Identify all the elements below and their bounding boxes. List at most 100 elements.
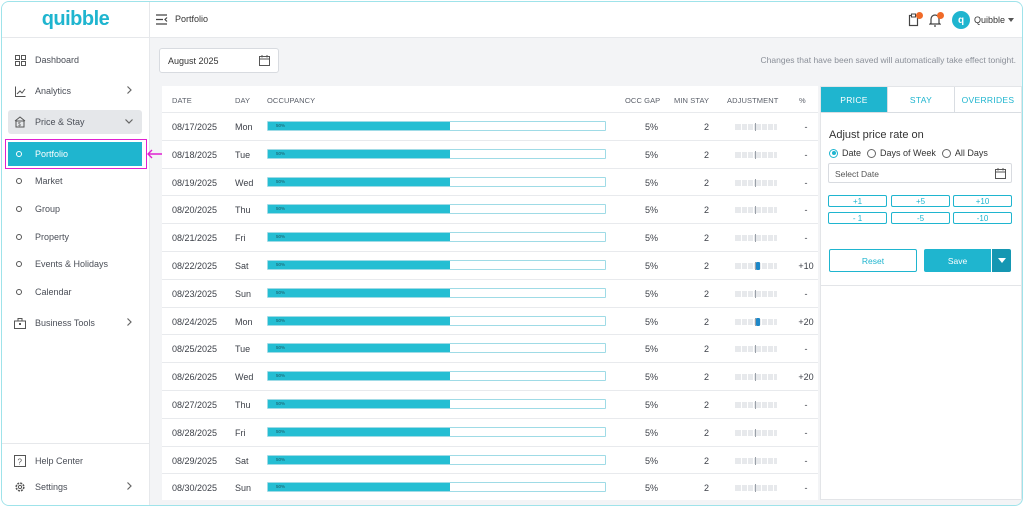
collapse-menu-icon[interactable] [156,14,168,25]
adjustment-slider[interactable] [735,317,777,326]
occupancy-bar-fill [268,233,450,242]
calendar-icon [995,168,1006,179]
occ-gap-cell: 5% [645,427,659,438]
sidebar-item-dashboard[interactable]: Dashboard [8,48,142,72]
date-cell: 08/18/2025 [172,149,218,160]
adjustment-slider[interactable] [735,456,777,465]
table-row[interactable]: 08/18/2025 Tue 50% 5% 2 - [162,139,818,168]
adjustment-slider[interactable] [735,428,777,437]
radio-date[interactable]: Date [829,148,861,158]
day-cell: Mon [235,122,253,132]
sidebar-subitem-portfolio[interactable]: Portfolio [8,142,142,166]
sidebar-subitem-group[interactable]: Group [8,197,142,221]
date-cell: 08/28/2025 [172,427,218,438]
radio-days-of-week[interactable]: Days of Week [867,148,936,158]
save-options-button[interactable] [992,249,1011,272]
slider-tick [741,263,742,269]
table-row[interactable]: 08/22/2025 Sat 50% 5% 2 +10 [162,251,818,279]
adjustment-slider[interactable] [735,345,777,354]
radio-all-days[interactable]: All Days [941,148,988,158]
quibble-logo[interactable]: quibble [2,2,149,38]
slider-tick [753,374,754,381]
slider-tick [761,207,762,214]
column-header-percent[interactable]: % [799,96,806,105]
table-row[interactable]: 08/30/2025 Sun 50% 5% 2 - [162,473,818,501]
table-row[interactable]: 08/29/2025 Sat 50% 5% 2 - [162,445,818,474]
month-picker[interactable]: August 2025 [159,48,279,73]
sidebar-subitem-events-holidays[interactable]: Events & Holidays [8,252,142,276]
adjustment-slider[interactable] [735,123,777,131]
sidebar-item-business-tools[interactable]: Business Tools [8,311,142,335]
adjustment-slider[interactable] [735,373,777,382]
table-row[interactable]: 08/25/2025 Tue 50% 5% 2 - [162,334,818,362]
slider-tick [761,263,762,269]
sidebar-subitem-property[interactable]: Property [8,225,142,249]
adjust-minus-5-button[interactable]: -5 [891,212,950,224]
autosave-note: Changes that have been saved will automa… [760,55,1016,65]
save-button[interactable]: Save [924,249,991,272]
adjustment-slider[interactable] [735,178,777,187]
table-row[interactable]: 08/28/2025 Fri 50% 5% 2 - [162,417,818,446]
adjustment-slider[interactable] [735,262,777,270]
column-header-date[interactable]: DATE [172,96,192,105]
occ-gap-cell: 5% [645,400,659,410]
adjustment-slider[interactable] [735,150,777,159]
column-header-occupancy[interactable]: OCCUPANCY [267,96,316,105]
date-cell: 08/29/2025 [172,455,218,466]
select-date-field[interactable]: Select Date [828,163,1012,183]
adjustment-slider[interactable] [735,206,777,215]
adjust-plus-10-button[interactable]: +10 [953,195,1012,207]
occ-gap-cell: 5% [645,344,659,355]
table-row[interactable]: 08/26/2025 Wed 50% 5% 2 +20 [162,362,818,390]
min-stay-cell: 2 [704,427,710,438]
table-row[interactable]: 08/17/2025 Mon 50% 5% 2 - [162,112,818,140]
adjust-minus-10-button[interactable]: -10 [953,212,1012,224]
table-row[interactable]: 08/27/2025 Thu 50% 5% 2 - [162,390,818,418]
tab-price[interactable]: PRICE [821,87,888,112]
slider-handle[interactable] [756,317,760,326]
adjust-plus-1-button[interactable]: +1 [828,195,887,207]
bullet-icon [16,206,22,212]
column-header-min-stay[interactable]: MIN STAY [674,96,710,105]
user-name[interactable]: Quibble [974,15,1006,25]
reset-button[interactable]: Reset [829,249,917,272]
min-stay-cell: 2 [704,288,710,299]
tab-overrides[interactable]: OVERRIDES [961,94,1015,105]
sidebar-subitem-calendar[interactable]: Calendar [8,280,142,304]
chevron-down-icon [125,119,133,124]
table-row[interactable]: 08/23/2025 Sun 50% 5% 2 - [162,278,818,307]
column-header-day[interactable]: DAY [235,96,251,105]
sidebar-item-price-stay[interactable]: $ Price & Stay [8,110,142,134]
occupancy-label: 50% [276,206,286,212]
column-header-occ-gap[interactable]: OCC GAP [625,96,661,105]
adjust-plus-5-button[interactable]: +5 [891,195,950,207]
clipboard-icon[interactable] [908,13,920,27]
day-cell: Sat [235,261,249,271]
adjustment-slider[interactable] [735,234,777,243]
sidebar-subitem-market[interactable]: Market [8,169,142,193]
panel-tabs: PRICE STAY OVERRIDES [821,87,1021,113]
occupancy-bar: 50% [267,204,606,215]
adjustment-slider[interactable] [735,484,777,493]
table-row[interactable]: 08/21/2025 Fri 50% 5% 2 - [162,223,818,251]
tab-stay[interactable]: STAY [888,87,955,112]
column-header-adjustment[interactable]: ADJUSTMENT [727,96,779,105]
table-row[interactable]: 08/19/2025 Wed 50% 5% 2 - [162,167,818,196]
sidebar-item-analytics[interactable]: Analytics [8,79,142,103]
table-row[interactable]: 08/20/2025 Thu 50% 5% 2 - [162,195,818,223]
slider-handle[interactable] [756,262,760,270]
adjustment-slider[interactable] [735,289,777,298]
selection-highlight [5,139,147,169]
adjust-minus-1-button[interactable]: - 1 [828,212,887,224]
top-header: Portfolio q Quibble [150,2,1022,38]
slider-tick [753,457,754,464]
caret-down-icon[interactable] [1008,18,1014,22]
avatar[interactable]: q [952,11,970,29]
slider-tick [773,429,774,436]
sidebar-item-settings[interactable]: Settings [8,475,142,499]
adjustment-slider[interactable] [735,401,777,409]
slider-center-tick [755,289,756,298]
sidebar-item-help-center[interactable]: ? Help Center [8,449,142,473]
table-row[interactable]: 08/24/2025 Mon 50% 5% 2 +20 [162,306,818,335]
slider-tick [741,457,742,464]
